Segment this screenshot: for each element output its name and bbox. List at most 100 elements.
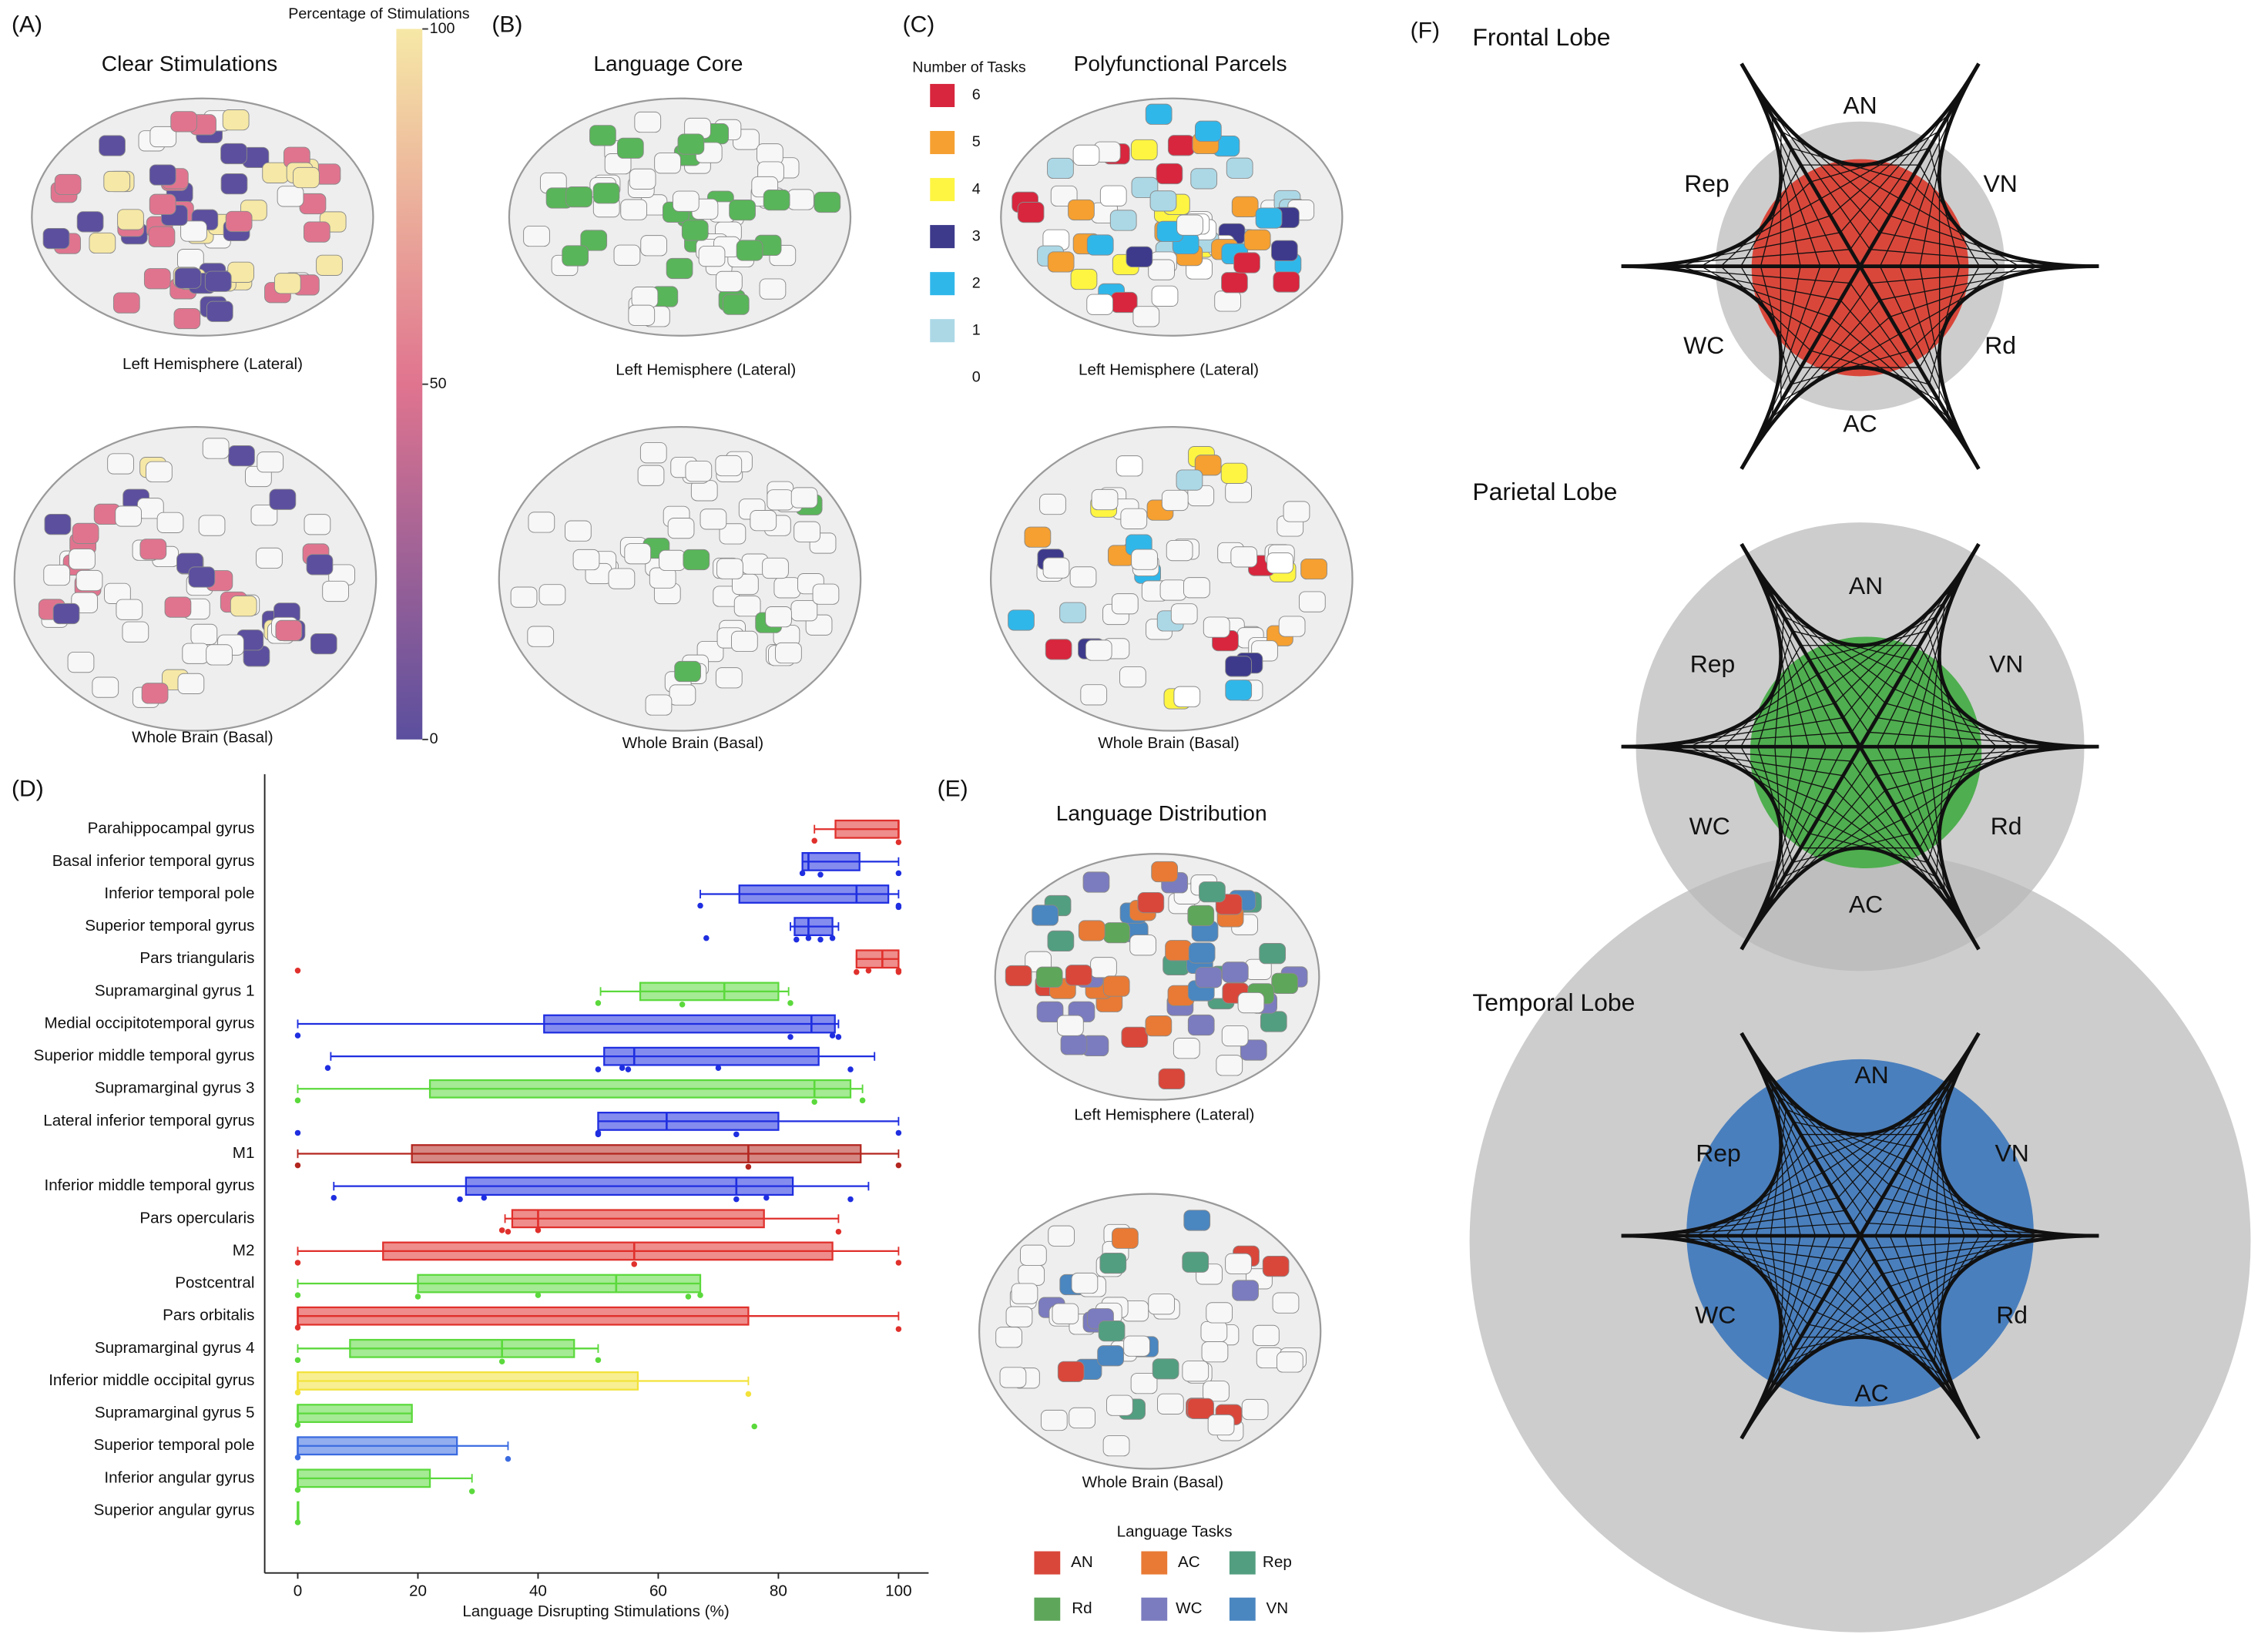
connection — [1870, 249, 2079, 267]
brain-parcel — [112, 292, 140, 314]
node-label: Rd — [1984, 331, 2016, 359]
label: Whole Brain (Basal) — [1082, 1474, 1224, 1492]
brain-parcel — [177, 673, 205, 694]
x-tick-label: 80 — [770, 1582, 787, 1600]
connection — [1758, 775, 1878, 921]
point — [751, 1423, 757, 1430]
y-tick-label: Inferior middle occipital gyrus — [49, 1371, 254, 1389]
point — [619, 1065, 626, 1071]
brain-parcel — [1201, 1341, 1229, 1363]
brain-parcel — [1042, 557, 1070, 579]
brain-parcel — [527, 626, 555, 647]
brain-parcel — [1214, 290, 1241, 312]
point — [859, 1097, 866, 1104]
legend-label: WC — [1176, 1599, 1202, 1617]
brain-parcel — [1132, 306, 1160, 327]
brain-parcel — [173, 307, 201, 330]
panel-label: (A) — [12, 12, 42, 38]
point — [793, 936, 800, 943]
legend-label: 0 — [972, 368, 981, 385]
node-label: AN — [1843, 91, 1877, 119]
brain-parcel — [1231, 196, 1259, 217]
brain-parcel — [565, 520, 592, 542]
brain-parcel — [790, 600, 818, 622]
brain-parcel — [790, 487, 818, 508]
label: Left Hemisphere (Lateral) — [122, 355, 303, 373]
brain-parcel — [1137, 891, 1165, 914]
connection — [1899, 266, 1960, 435]
point — [535, 1292, 542, 1298]
connection — [1756, 1058, 1831, 1237]
connection — [1756, 1260, 1876, 1414]
panel-title: Language Core — [593, 52, 743, 76]
connection — [1815, 1109, 1935, 1161]
brain-parcel — [148, 226, 176, 247]
connection — [1723, 746, 1810, 834]
brain-parcel — [1148, 259, 1175, 280]
node-label: WC — [1689, 812, 1730, 840]
brain-parcel — [1276, 1351, 1303, 1373]
brain-parcel — [1151, 861, 1179, 883]
connection — [1651, 1235, 1846, 1262]
brain-parcel — [1131, 176, 1159, 199]
label: Left Hemisphere (Lateral) — [1079, 361, 1259, 378]
brain-parcel — [1047, 930, 1075, 952]
brain — [498, 425, 862, 732]
brain-parcel — [645, 694, 673, 716]
brain-parcel — [1039, 493, 1066, 515]
brain-parcel — [42, 227, 70, 250]
colorbar-tick-label: 50 — [430, 375, 447, 392]
connection — [1918, 1235, 1980, 1337]
brain-parcel — [1152, 1358, 1179, 1380]
brain-parcel — [629, 168, 656, 190]
brain-parcel — [1110, 291, 1138, 314]
y-tick-label: Supramarginal gyrus 1 — [95, 982, 255, 999]
brain-parcel — [269, 488, 297, 510]
brain-parcel — [322, 580, 349, 602]
connection — [1638, 746, 1852, 762]
point — [595, 1066, 602, 1072]
y-tick-label: Parahippocampal gyrus — [88, 820, 255, 837]
node-label: WC — [1683, 331, 1724, 359]
brain-parcel — [1267, 552, 1293, 574]
legend-swatch — [1034, 1597, 1061, 1621]
connection — [1740, 645, 1802, 747]
brain-parcel — [1032, 904, 1059, 926]
point — [854, 968, 860, 975]
brain-parcel — [1099, 1253, 1127, 1274]
point — [703, 935, 710, 941]
box — [543, 1014, 836, 1034]
brain-parcel — [1225, 680, 1253, 701]
box — [428, 1079, 852, 1099]
x-tick-label: 40 — [529, 1582, 547, 1600]
connection — [1911, 659, 1998, 747]
box — [511, 1209, 765, 1229]
brain-parcel — [1109, 210, 1137, 231]
colorbar-tick-label: 100 — [430, 20, 455, 37]
brain-parcel — [143, 268, 171, 290]
brain-parcel — [1120, 508, 1148, 529]
brain-parcel — [1008, 609, 1035, 631]
brain-parcel — [1203, 1381, 1230, 1402]
brain-parcel — [750, 510, 777, 532]
brain-parcel — [1060, 1034, 1088, 1055]
connection — [1750, 80, 1841, 267]
point — [294, 1389, 301, 1396]
brain — [994, 853, 1320, 1101]
label: Whole Brain (Basal) — [132, 728, 273, 746]
brain-parcel — [1052, 1303, 1079, 1324]
point — [811, 837, 817, 844]
point — [625, 1066, 632, 1072]
connection — [1763, 1273, 1883, 1401]
brain-parcel — [700, 508, 727, 530]
brain-parcel — [1158, 1068, 1186, 1089]
connection — [1850, 558, 1971, 733]
brain-parcel — [613, 244, 641, 266]
connection — [1778, 1096, 1787, 1237]
point — [805, 935, 812, 941]
brain-parcel — [762, 557, 789, 579]
point — [895, 968, 902, 974]
connection — [1740, 1134, 1802, 1237]
brain-parcel — [1283, 501, 1310, 522]
brain-parcel — [589, 125, 616, 146]
